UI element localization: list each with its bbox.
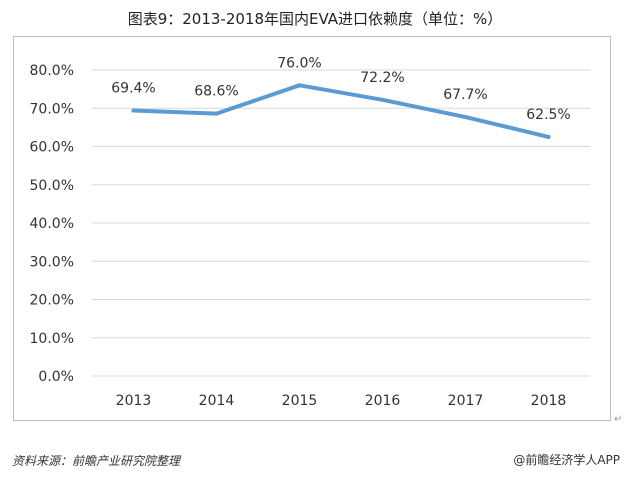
data-labels: 69.4% 68.6% 76.0% 72.2% 67.7% 62.5% — [111, 55, 570, 123]
chart-title: 图表9：2013-2018年国内EVA进口依赖度（单位：%） — [127, 10, 503, 28]
data-label: 68.6% — [194, 84, 238, 100]
series-line-path — [131, 83, 551, 139]
y-tick-label: 30.0% — [30, 254, 74, 270]
data-point — [214, 111, 219, 116]
y-tick-label: 50.0% — [30, 178, 74, 194]
data-label: 62.5% — [526, 107, 570, 123]
return-mark: ↵ — [614, 414, 623, 425]
data-label: 69.4% — [111, 81, 155, 97]
y-tick-label: 20.0% — [30, 293, 74, 309]
y-tick-label: 60.0% — [30, 140, 74, 156]
x-tick-label: 2017 — [448, 393, 484, 409]
x-tick-label: 2015 — [282, 393, 318, 409]
y-tick-label: 70.0% — [30, 101, 74, 117]
footer-brand: @前瞻经济学人APP — [513, 453, 620, 467]
x-axis-ticks: 2013 2014 2015 2016 2017 2018 — [116, 393, 567, 409]
data-point — [380, 97, 385, 102]
data-point — [131, 108, 136, 113]
y-tick-label: 40.0% — [30, 216, 74, 232]
data-label: 67.7% — [443, 87, 487, 103]
x-tick-label: 2018 — [531, 393, 567, 409]
x-tick-label: 2013 — [116, 393, 152, 409]
data-point — [297, 83, 302, 88]
x-tick-label: 2014 — [199, 393, 235, 409]
series-line — [131, 83, 551, 139]
x-tick-label: 2016 — [365, 393, 401, 409]
data-point — [546, 134, 551, 139]
y-tick-label: 0.0% — [38, 369, 74, 385]
y-tick-label: 10.0% — [30, 331, 74, 347]
data-point — [463, 115, 468, 120]
footer-source: 资料来源：前瞻产业研究院整理 — [12, 454, 181, 468]
data-label: 76.0% — [277, 55, 321, 71]
data-label: 72.2% — [360, 70, 404, 86]
chart-frame — [13, 36, 611, 421]
y-tick-label: 80.0% — [30, 63, 74, 79]
y-axis-ticks: 0.0% 10.0% 20.0% 30.0% 40.0% 50.0% 60.0% 70.0% 8… — [30, 63, 74, 385]
gridlines — [92, 69, 590, 377]
